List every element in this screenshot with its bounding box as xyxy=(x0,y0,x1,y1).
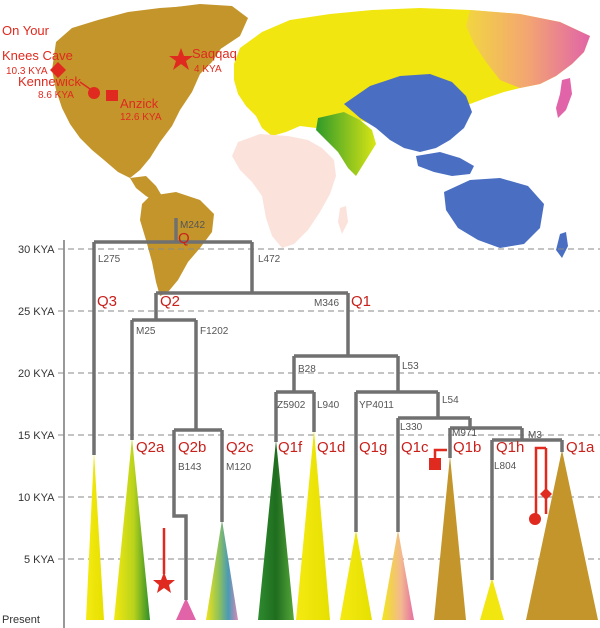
southeast-asia-islands xyxy=(416,152,474,176)
clade-q1c-triangle xyxy=(382,530,414,620)
haplogroup-label-q2c: Q2c xyxy=(226,439,254,456)
mutation-label-m346: M346 xyxy=(314,298,339,309)
mutation-label-b28: B28 xyxy=(298,364,316,375)
kennewick-sample-line xyxy=(534,446,548,514)
mutation-label-l330: L330 xyxy=(400,422,423,433)
clade-q1a-triangle xyxy=(526,450,598,620)
tree-branches xyxy=(92,218,564,600)
branch-q2b xyxy=(172,430,188,600)
clade-q1g-triangle xyxy=(340,530,372,620)
haplogroup-label-q2: Q2 xyxy=(160,293,180,310)
africa-landmass xyxy=(232,134,336,248)
saqqaq-sample-star xyxy=(153,572,175,593)
site-name-saqqaq: Saqqaq xyxy=(192,46,237,61)
madagascar-island xyxy=(338,206,348,234)
time-axis: 30 KYA 25 KYA 20 KYA 15 KYA 10 KYA 5 KYA… xyxy=(2,240,600,628)
haplogroup-label-q1h: Q1h xyxy=(496,439,524,456)
kennewick-circle-marker xyxy=(88,87,100,99)
mutation-label-yp4011: YP4011 xyxy=(359,400,394,411)
mutation-label-l275: L275 xyxy=(98,254,121,265)
mutation-label-m25: M25 xyxy=(136,326,156,337)
mutation-labels: M242 L275 L472 M346 M25 F1202 B28 L53 Z5… xyxy=(98,220,542,473)
world-map xyxy=(52,4,590,296)
mutation-label-l804: L804 xyxy=(494,461,517,472)
anzick-square-marker xyxy=(106,90,118,101)
site-age-kennewick: 8.6 KYA xyxy=(38,90,74,101)
mutation-label-m242: M242 xyxy=(180,220,205,231)
haplogroup-label-q1d: Q1d xyxy=(317,439,345,456)
clade-q2a-triangle xyxy=(114,438,150,620)
mutation-label-l54: L54 xyxy=(442,395,459,406)
new-zealand-island xyxy=(556,232,568,258)
on-your-knees-cave-sample-diamond xyxy=(540,488,552,500)
north-america-landmass xyxy=(52,6,228,178)
americas-region xyxy=(52,4,248,296)
clade-q3-triangle xyxy=(86,452,104,620)
mutation-label-z5902: Z5902 xyxy=(277,400,306,411)
australia-landmass xyxy=(444,178,544,248)
tick-label-5kya: 5 KYA xyxy=(24,554,55,566)
haplogroup-label-q2b: Q2b xyxy=(178,439,206,456)
clade-q2c-triangle xyxy=(206,520,238,620)
clade-q1d-triangle xyxy=(296,430,330,620)
haplogroup-label-q: Q xyxy=(178,230,190,247)
tick-label-10kya: 10 KYA xyxy=(18,492,55,504)
site-age-anzick: 12.6 KYA xyxy=(120,112,162,123)
saqqaq-star-marker xyxy=(169,48,193,70)
site-labels: On Your Knees Cave 10.3 KYA Kennewick 8.… xyxy=(2,23,237,123)
site-markers xyxy=(50,48,193,101)
south-america-landmass xyxy=(140,192,214,296)
haplogroup-labels: Q Q3 Q2 Q1 Q2a Q2b Q2c Q1f Q1d Q1g Q1c Q… xyxy=(97,230,595,456)
anzick-sample-line xyxy=(433,448,447,458)
site-name-on-your-knees-cave-line2: Knees Cave xyxy=(2,48,73,63)
haplogroup-label-q1g: Q1g xyxy=(359,439,387,456)
kennewick-sample-circle xyxy=(529,513,541,525)
tick-label-25kya: 25 KYA xyxy=(18,306,55,318)
mutation-label-m3: M3 xyxy=(528,430,542,441)
haplogroup-label-q1b: Q1b xyxy=(453,439,481,456)
haplogroup-label-q1f: Q1f xyxy=(278,439,303,456)
kennewick-pointer xyxy=(79,81,91,90)
haplogroup-label-q2a: Q2a xyxy=(136,439,165,456)
clade-triangles xyxy=(86,430,598,620)
site-name-kennewick: Kennewick xyxy=(18,74,81,89)
tick-label-30kya: 30 KYA xyxy=(18,244,55,256)
haplogroup-label-q1a: Q1a xyxy=(566,439,595,456)
mutation-label-b143: B143 xyxy=(178,462,202,473)
mutation-label-l472: L472 xyxy=(258,254,281,265)
clade-q1f-triangle xyxy=(258,440,294,620)
anzick-sample-square xyxy=(429,458,441,470)
mutation-label-l940: L940 xyxy=(317,400,340,411)
greenland-landmass xyxy=(168,4,248,56)
east-asia-region xyxy=(344,74,472,152)
haplogroup-label-q1c: Q1c xyxy=(401,439,429,456)
site-age-saqqaq: 4 KYA xyxy=(194,64,222,75)
tree-sample-markers xyxy=(153,446,552,593)
ne-asia-region xyxy=(466,10,590,88)
site-name-on-your-knees-cave-line1: On Your xyxy=(2,23,50,38)
clade-q2b-triangle xyxy=(176,598,196,620)
site-age-on-your-knees-cave: 10.3 KYA xyxy=(6,66,48,77)
on-your-knees-cave-diamond-marker xyxy=(50,62,66,78)
japan-island xyxy=(556,78,572,118)
clade-q1h-triangle xyxy=(480,578,504,620)
south-asia-region xyxy=(316,112,376,176)
clade-q1b-triangle xyxy=(434,456,466,620)
mutation-label-m120: M120 xyxy=(226,462,251,473)
tick-label-present: Present xyxy=(2,614,40,626)
tick-label-20kya: 20 KYA xyxy=(18,368,55,380)
mutation-label-m971: M971 xyxy=(452,428,477,439)
haplogroup-label-q1: Q1 xyxy=(351,293,371,310)
tick-label-15kya: 15 KYA xyxy=(18,430,55,442)
mutation-label-f1202: F1202 xyxy=(200,326,229,337)
mutation-label-l53: L53 xyxy=(402,361,419,372)
site-name-anzick: Anzick xyxy=(120,96,159,111)
haplogroup-label-q3: Q3 xyxy=(97,293,117,310)
